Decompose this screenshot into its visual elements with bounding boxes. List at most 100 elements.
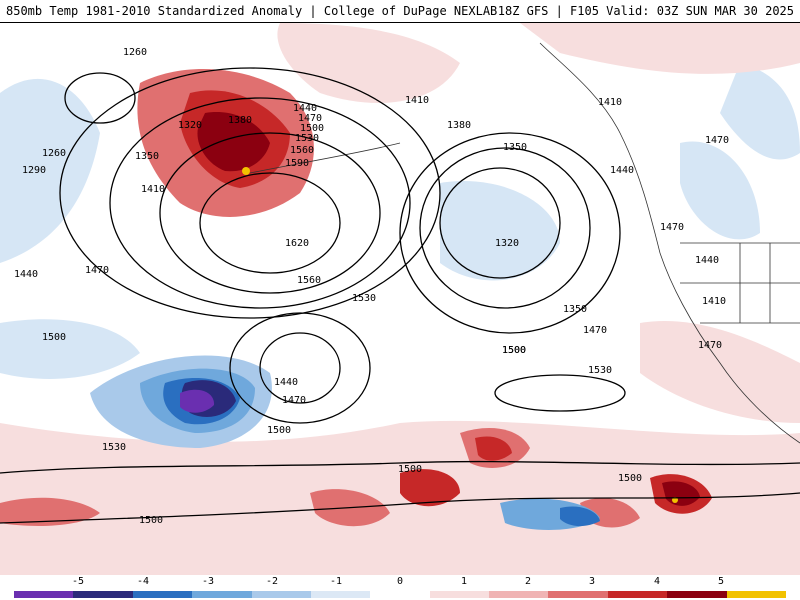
height-contour (419, 147, 591, 309)
colorbar-tick-label: 2 (524, 576, 532, 587)
height-contour (59, 67, 441, 319)
warm-anomaly-region (640, 321, 800, 423)
cool-anomaly-region (440, 181, 560, 281)
height-contour (109, 97, 411, 309)
height-contour (259, 332, 341, 404)
colorbar-tick-label: -5 (71, 576, 85, 587)
contour-label: 1350 (503, 142, 527, 153)
contour-label: 1500 (300, 123, 324, 134)
height-contour (199, 172, 341, 274)
colorbar-tick-label: 4 (653, 576, 661, 587)
colorbar-tick-label: -4 (136, 576, 150, 587)
contour-label: 1470 (705, 135, 729, 146)
contour-label: 1290 (22, 165, 46, 176)
contour-label: 1350 (135, 151, 159, 162)
contour-label: 1410 (405, 95, 429, 106)
contour-label: 1560 (297, 275, 321, 286)
contour-label: 1530 (102, 442, 126, 453)
colorbar-segment (192, 591, 253, 598)
contour-labels: 1260 1320 1380 1440 1470 1500 1530 1560 … (14, 47, 729, 526)
contour-label: 1440 (274, 377, 298, 388)
contour-label: 1380 (228, 115, 252, 126)
contour-label: 1560 (290, 145, 314, 156)
contour-label: 1470 (583, 325, 607, 336)
contour-label: 1470 (298, 113, 322, 124)
height-contour (0, 492, 800, 524)
colorbar-strip (14, 591, 787, 598)
colorbar-segment (132, 591, 193, 598)
anomaly-fill-layer (0, 23, 800, 575)
contour-label: 1470 (282, 395, 306, 406)
contour-label: 1320 (495, 238, 519, 249)
anomaly-colorbar: -5 -4 -3 -2 -1 0 1 2 3 4 5 (0, 575, 800, 600)
extreme-warm-marker (242, 167, 250, 175)
contour-label: 1470 (698, 340, 722, 351)
contour-label: 1380 (447, 120, 471, 131)
contour-label: 1500 (398, 464, 422, 475)
contour-label: 1470 (660, 222, 684, 233)
cool-anomaly-region (680, 141, 760, 240)
state-border (680, 242, 800, 324)
contour-label: 1500 (502, 345, 526, 356)
warm-anomaly-region (277, 23, 460, 103)
coastline (539, 42, 800, 444)
contour-label: 1410 (141, 184, 165, 195)
contour-label: 1500 (139, 515, 163, 526)
warm-anomaly-region (197, 112, 270, 172)
colorbar-segment (14, 591, 74, 598)
cool-anomaly-region (0, 78, 100, 263)
contour-label: 1530 (352, 293, 376, 304)
map-canvas: 1260 1320 1380 1440 1470 1500 1530 1560 … (0, 23, 800, 575)
contour-label: 1500 (267, 425, 291, 436)
colorbar-segment (429, 591, 490, 598)
height-contour (439, 167, 561, 279)
colorbar-segment (310, 591, 371, 598)
height-contour (229, 312, 371, 424)
contour-label: 1530 (588, 365, 612, 376)
colorbar-tick-label: 5 (717, 576, 725, 587)
anomaly-map: 1260 1320 1380 1440 1470 1500 1530 1560 … (0, 23, 800, 575)
extreme-warm-marker (672, 497, 678, 503)
warm-anomaly-region (662, 481, 700, 506)
colorbar-segment (548, 591, 609, 598)
title-bar: 850mb Temp 1981-2010 Standardized Anomal… (0, 0, 800, 23)
cool-anomaly-region (0, 319, 140, 379)
height-contour (494, 374, 626, 412)
colorbar-tick-label: 0 (396, 576, 404, 587)
contour-label: 1500 (618, 473, 642, 484)
contour-label: 1470 (85, 265, 109, 276)
contour-label: 1260 (123, 47, 147, 58)
cool-anomaly-region (180, 389, 215, 413)
coastline-layer (249, 42, 800, 444)
colorbar-segment (73, 591, 134, 598)
contour-label: 1440 (610, 165, 634, 176)
contour-label: 1530 (295, 133, 319, 144)
colorbar-tick-label: 3 (588, 576, 596, 587)
contour-label: 1440 (293, 103, 317, 114)
height-contour (64, 72, 136, 124)
colorbar-tick-label: -1 (329, 576, 343, 587)
height-contour (399, 132, 621, 334)
contour-label: 1410 (702, 296, 726, 307)
model-run-info: 18Z GFS | F105 Valid: 03Z SUN MAR 30 202… (497, 4, 794, 18)
contour-label: 1620 (285, 238, 309, 249)
height-contour (0, 460, 800, 474)
colorbar-segment (370, 591, 431, 598)
contour-label: 1440 (14, 269, 38, 280)
contour-label: 1590 (285, 158, 309, 169)
warm-anomaly-region (520, 23, 800, 74)
colorbar-segment (251, 591, 312, 598)
contour-label: 1500 (502, 345, 526, 356)
colorbar-tick-label: -3 (201, 576, 215, 587)
colorbar-segment (607, 591, 668, 598)
contour-label: 1350 (563, 304, 587, 315)
contour-label: 1320 (178, 120, 202, 131)
warm-anomaly-region (0, 420, 800, 575)
contour-label: 1260 (42, 148, 66, 159)
cool-anomaly-region (720, 63, 800, 160)
colorbar-segment (726, 591, 787, 598)
warm-anomaly-region (475, 436, 512, 461)
warm-anomaly-region (400, 469, 460, 507)
map-title: 850mb Temp 1981-2010 Standardized Anomal… (6, 4, 498, 18)
coastline (249, 142, 401, 174)
